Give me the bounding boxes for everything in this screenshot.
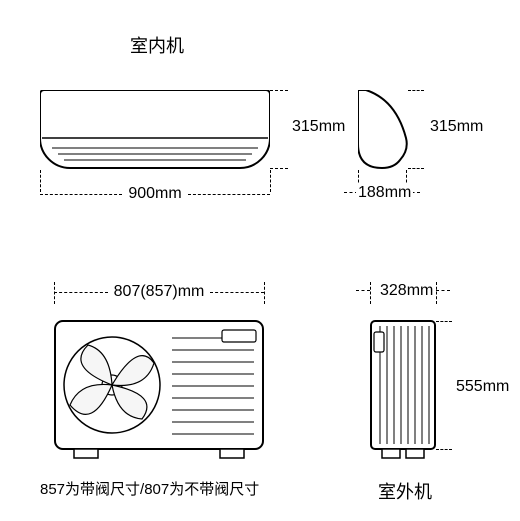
outdoor-front-width-dim: 807(857)mm xyxy=(54,282,264,302)
indoor-front-width-dim: 900mm xyxy=(40,184,270,204)
dimension-diagram: 室内机 315mm 315mm 900mm 188mm xyxy=(0,0,520,521)
indoor-side-depth-label: 188mm xyxy=(356,184,413,202)
outdoor-title: 室外机 xyxy=(378,478,432,504)
outdoor-side-unit xyxy=(370,320,436,460)
outdoor-side-height-label: 555mm xyxy=(456,378,509,396)
indoor-front-height-label: 315mm xyxy=(292,118,345,136)
outdoor-front-width-label: 807(857)mm xyxy=(108,283,211,301)
indoor-side-height-label: 315mm xyxy=(430,118,483,136)
outdoor-front-unit xyxy=(54,320,264,460)
outdoor-side-depth-label: 328mm xyxy=(378,282,435,300)
valve-note: 857为带阀尺寸/807为不带阀尺寸 xyxy=(40,478,259,499)
indoor-front-unit xyxy=(40,90,270,170)
indoor-front-width-label: 900mm xyxy=(122,185,187,203)
indoor-title: 室内机 xyxy=(130,32,184,58)
indoor-side-unit xyxy=(358,90,408,170)
